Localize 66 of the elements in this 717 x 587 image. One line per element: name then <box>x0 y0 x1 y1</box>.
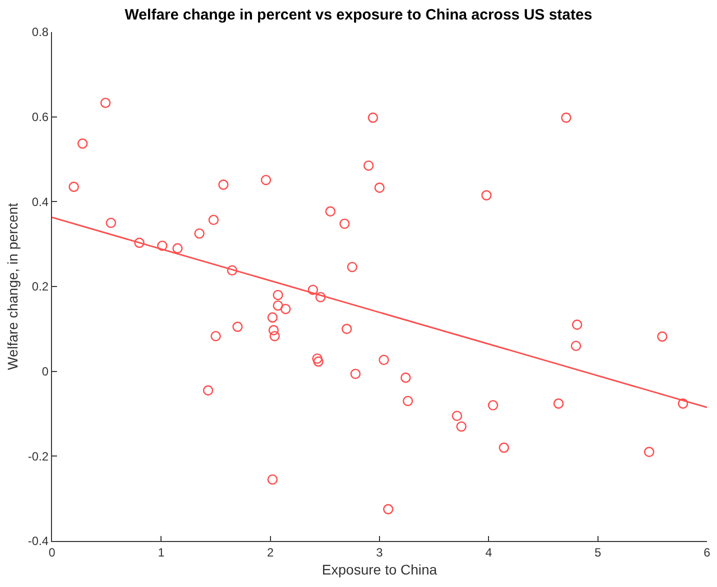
point <box>315 292 326 302</box>
x-tick-label: 5 <box>594 545 602 560</box>
point <box>194 228 205 239</box>
point <box>572 320 582 330</box>
point <box>100 98 111 108</box>
point <box>232 322 243 332</box>
point <box>378 354 390 366</box>
point <box>678 398 688 409</box>
x-axis-title: Exposure to China <box>322 562 438 578</box>
x-tick-label: 3 <box>376 545 384 560</box>
point <box>570 340 582 352</box>
point <box>157 240 168 251</box>
point <box>452 410 462 422</box>
point <box>488 400 498 410</box>
y-axis-title: Welfare change, in percent <box>4 202 21 370</box>
y-tick-label: 0 <box>42 364 49 379</box>
point <box>498 442 510 453</box>
point <box>402 396 414 406</box>
point <box>280 304 291 314</box>
chart-title: Welfare change in percent vs exposure to China across US states <box>124 6 592 24</box>
point <box>481 190 492 200</box>
point <box>272 300 284 311</box>
point <box>374 182 385 193</box>
x-tick-label: 6 <box>704 545 711 560</box>
point <box>657 331 668 342</box>
point <box>106 218 116 228</box>
point <box>347 262 358 272</box>
point <box>313 356 324 367</box>
y-tick-label: 0.6 <box>32 110 49 124</box>
point <box>342 324 352 334</box>
point <box>400 372 411 383</box>
point <box>226 265 238 276</box>
point <box>260 174 272 186</box>
point <box>267 312 278 323</box>
point <box>561 112 572 123</box>
point <box>68 182 79 192</box>
point <box>339 218 350 229</box>
point <box>363 160 374 171</box>
y-tick-label: -0.2 <box>28 449 49 464</box>
point <box>218 180 229 190</box>
point <box>210 330 221 342</box>
point <box>325 206 336 217</box>
x-tick-label: 4 <box>485 545 492 560</box>
point <box>308 284 318 296</box>
point <box>172 243 183 254</box>
y-tick-label: -0.4 <box>28 534 49 548</box>
point <box>270 330 280 342</box>
point <box>202 385 214 396</box>
y-tick-label: 0.4 <box>32 194 49 209</box>
x-tick-label: 1 <box>158 545 165 560</box>
x-tick-label: 2 <box>266 545 274 560</box>
point <box>134 238 144 248</box>
point <box>267 474 278 485</box>
point <box>268 325 279 336</box>
point <box>312 353 322 364</box>
point <box>208 214 219 226</box>
point <box>350 368 361 380</box>
y-tick-label: 0.2 <box>32 280 49 294</box>
y-tick-label: 0.8 <box>32 25 49 40</box>
point <box>644 446 654 458</box>
point <box>368 112 378 123</box>
point <box>272 290 284 300</box>
point <box>553 398 564 409</box>
point <box>456 421 467 432</box>
point <box>383 504 394 514</box>
point <box>77 138 88 149</box>
